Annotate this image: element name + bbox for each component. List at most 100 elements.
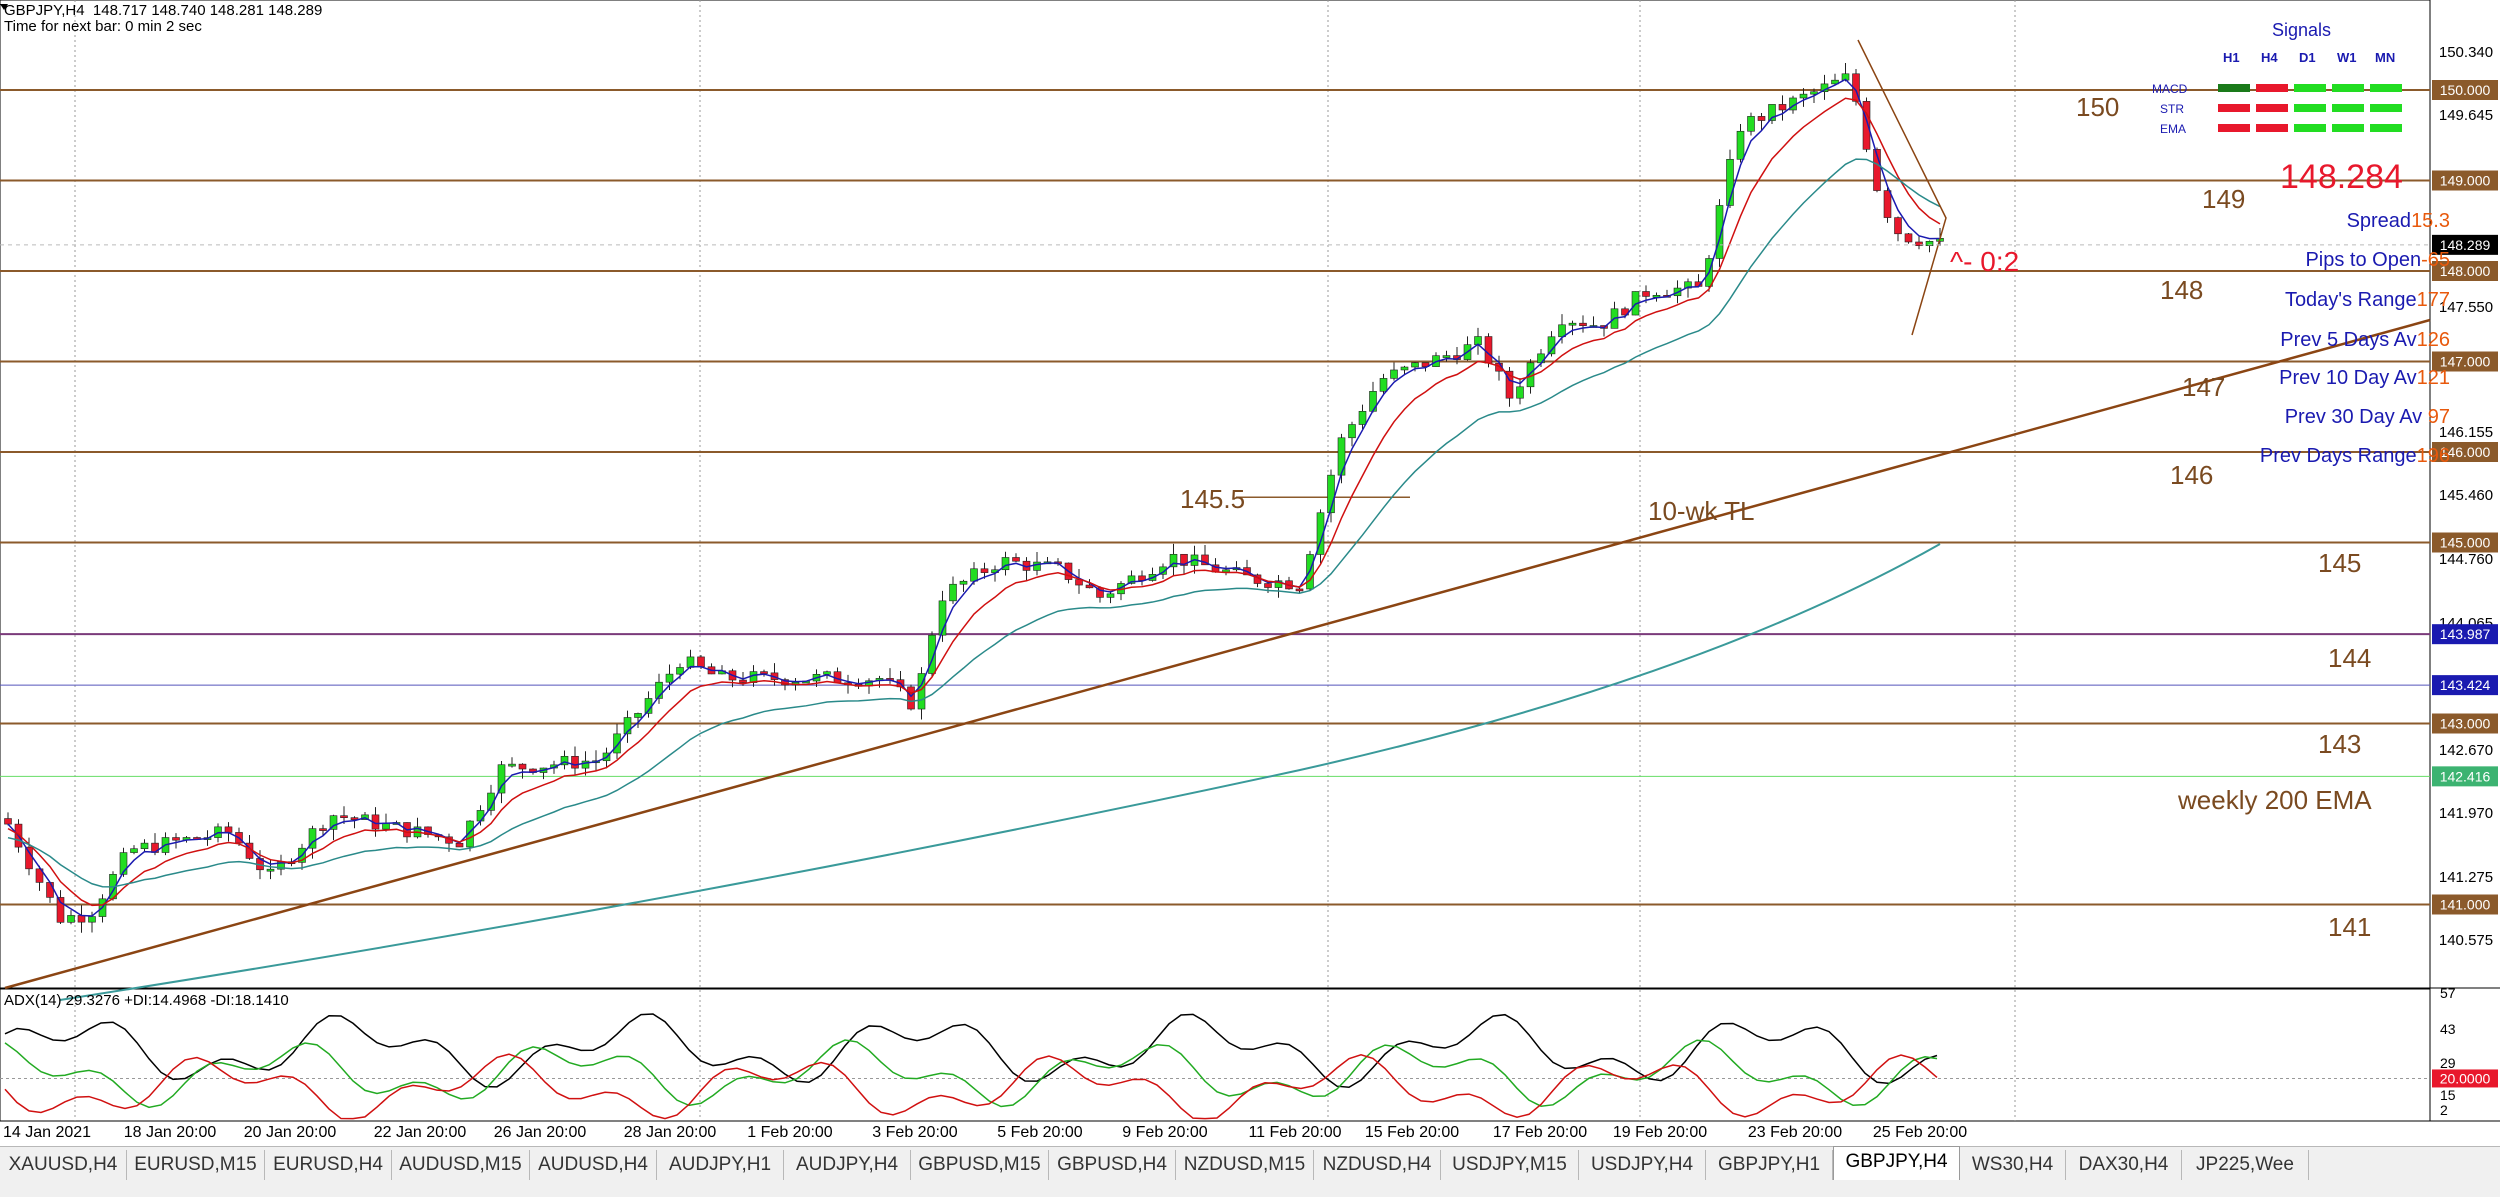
time-axis-label: 26 Jan 20:00 <box>493 1124 587 1141</box>
tab-audjpy-h1[interactable]: AUDJPY,H1 <box>657 1150 784 1180</box>
info-label: Prev 30 Day Av <box>2284 406 2423 428</box>
candle-body <box>1778 104 1787 111</box>
info-value: -65 <box>2421 249 2450 271</box>
signal-indicator-block <box>2332 104 2364 112</box>
price-scale-tick: 147.550 <box>2439 299 2493 316</box>
candle-body <box>1883 190 1892 218</box>
signal-row-label: EMA <box>2160 122 2187 136</box>
candle-body <box>1799 93 1808 99</box>
candle-body <box>1012 557 1020 562</box>
tab-ws30-h4[interactable]: WS30,H4 <box>1960 1150 2066 1180</box>
time-axis-label: 17 Feb 20:00 <box>1492 1124 1588 1141</box>
tab-dax30-h4[interactable]: DAX30,H4 <box>2066 1150 2182 1180</box>
tab-gbpusd-h4[interactable]: GBPUSD,H4 <box>1049 1150 1176 1180</box>
candle-body <box>1831 79 1839 85</box>
tab-jp225-wee[interactable]: JP225,Wee <box>2182 1150 2309 1180</box>
price-label-text: 150.000 <box>2440 82 2491 98</box>
trend-line-10wk <box>4 318 2431 990</box>
candle-body <box>224 826 233 833</box>
candle-body <box>1484 336 1493 364</box>
info-row: Prev 10 Day Av121 <box>2279 367 2450 390</box>
info-row: Spread15.3 <box>2347 210 2450 233</box>
level-150-text: 150 <box>2076 92 2120 122</box>
candle-body <box>172 837 180 841</box>
candle-body <box>497 764 506 794</box>
trendline-label: 10-wk TL <box>1648 496 1755 526</box>
tab-audjpy-h4[interactable]: AUDJPY,H4 <box>784 1150 911 1180</box>
candle-body <box>1379 378 1388 392</box>
info-value: 97 <box>2422 406 2450 428</box>
candle-body <box>1274 580 1283 588</box>
price-label-box <box>2432 894 2498 915</box>
candle-body <box>46 882 54 898</box>
candle-body <box>1894 217 1902 235</box>
adx-scale-tick: 2 <box>2440 1102 2448 1118</box>
tab-nzdusd-m15[interactable]: NZDUSD,M15 <box>1176 1150 1314 1180</box>
candle-body <box>823 671 831 675</box>
level-147-text: 147 <box>2182 372 2226 402</box>
tab-gbpjpy-h4[interactable]: GBPJPY,H4 <box>1833 1146 1960 1180</box>
candle-body <box>1726 158 1734 206</box>
candle-body <box>1757 116 1766 121</box>
tab-eurusd-h4[interactable]: EURUSD,H4 <box>265 1150 392 1180</box>
candle-body <box>329 815 338 830</box>
signal-indicator-block <box>2370 84 2402 92</box>
signal-row-label: STR <box>2160 102 2184 116</box>
ema-slow-line <box>7 158 1941 888</box>
info-label: Prev Days Range <box>2259 445 2417 467</box>
signal-indicator-block <box>2294 84 2326 92</box>
candle-body <box>665 673 674 683</box>
price-label-box <box>2432 351 2498 372</box>
tab-gbpusd-m15[interactable]: GBPUSD,M15 <box>911 1150 1049 1180</box>
tab-gbpjpy-h1[interactable]: GBPJPY,H1 <box>1706 1150 1833 1180</box>
candle-body <box>1159 566 1167 575</box>
tab-audusd-h4[interactable]: AUDUSD,H4 <box>530 1150 657 1180</box>
candle-body <box>4 818 12 825</box>
candle-body <box>1337 437 1346 476</box>
tab-usdjpy-m15[interactable]: USDJPY,M15 <box>1441 1150 1579 1180</box>
candle-body <box>613 733 621 754</box>
tab-usdjpy-h4[interactable]: USDJPY,H4 <box>1579 1150 1706 1180</box>
candle-body <box>1106 593 1115 598</box>
candle-body <box>1358 410 1367 425</box>
signal-indicator-block <box>2256 124 2288 132</box>
signals-title: Signals <box>2272 20 2332 40</box>
tab-audusd-m15[interactable]: AUDUSD,M15 <box>392 1150 530 1180</box>
candle-body <box>1316 512 1325 555</box>
candle-body <box>1810 91 1818 95</box>
price-label-text: 147.000 <box>2440 354 2491 370</box>
time-axis-label: 23 Feb 20:00 <box>1747 1124 1843 1141</box>
candle-body <box>980 568 989 573</box>
candle-body <box>560 755 569 766</box>
signal-indicator-block <box>2218 84 2250 92</box>
signal-indicator-block <box>2256 104 2288 112</box>
candle-body <box>1369 391 1377 412</box>
signal-indicator-block <box>2370 104 2402 112</box>
signal-indicator-block <box>2332 84 2364 92</box>
candle-body <box>88 916 96 923</box>
tab-eurusd-m15[interactable]: EURUSD,M15 <box>127 1150 265 1180</box>
time-axis-label: 18 Jan 20:00 <box>123 1124 217 1141</box>
price-scale-tick: 142.670 <box>2439 742 2493 759</box>
info-label: Today's Range <box>2284 289 2417 311</box>
tab-xauusd-h4[interactable]: XAUUSD,H4 <box>0 1150 127 1180</box>
candle-body <box>308 828 317 849</box>
chart-menu-arrow-icon[interactable] <box>0 4 8 10</box>
candle-body <box>676 667 684 675</box>
candle-body <box>1295 588 1304 592</box>
candle-body <box>340 815 348 818</box>
candle-body <box>1001 557 1010 571</box>
candle-body <box>1033 561 1041 571</box>
info-label: Spread <box>2346 210 2412 232</box>
candle-body <box>623 717 632 735</box>
candle-body <box>1915 241 1923 247</box>
info-value: 196 <box>2416 445 2450 467</box>
price-label-text: 148.000 <box>2440 263 2491 279</box>
chart-header: GBPJPY,H4 148.717 148.740 148.281 148.28… <box>4 3 322 35</box>
candle-body <box>266 868 275 872</box>
price-label-box <box>2432 713 2498 734</box>
tab-nzdusd-h4[interactable]: NZDUSD,H4 <box>1314 1150 1441 1180</box>
info-row: Prev 30 Day Av 97 <box>2285 406 2450 429</box>
